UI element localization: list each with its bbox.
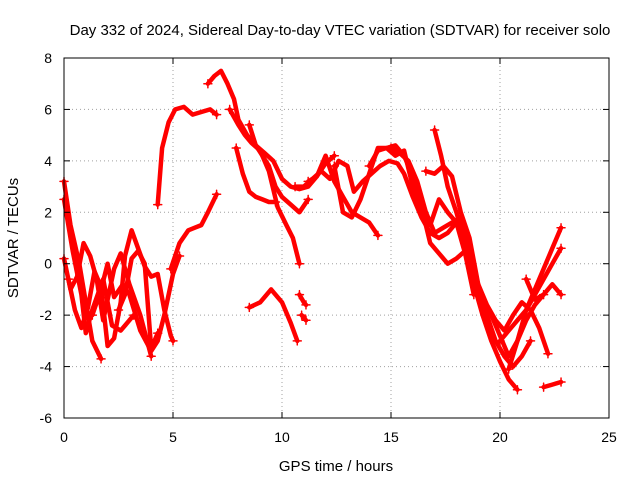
y-tick-label: 6 [44, 101, 52, 117]
plus-marker [543, 348, 553, 359]
plus-marker [303, 194, 313, 205]
series-trace-6 [116, 248, 160, 351]
plus-marker [329, 161, 340, 171]
plus-marker [244, 120, 255, 130]
series-trace-7 [155, 104, 219, 207]
x-tick-label: 0 [60, 429, 68, 445]
plus-marker [211, 109, 222, 120]
grid [64, 58, 609, 418]
plus-marker [301, 300, 311, 310]
series-trace-1 [61, 179, 104, 362]
plus-marker [244, 302, 255, 313]
series-trace-13 [247, 287, 300, 344]
x-axis-title: GPS time / hours [279, 458, 393, 475]
plus-marker [152, 199, 163, 210]
plus-marker [512, 384, 523, 395]
series-trace-12 [247, 122, 311, 215]
plus-marker [556, 222, 566, 233]
plus-marker [211, 189, 222, 200]
series-trace-8 [168, 192, 219, 272]
plus-marker [292, 336, 303, 346]
series-trace-26 [541, 379, 564, 390]
series-trace-21 [423, 163, 533, 369]
chart-title: Day 332 of 2024, Sidereal Day-to-day VTE… [70, 22, 611, 39]
x-tick-label: 20 [492, 429, 508, 445]
y-tick-label: 4 [44, 153, 52, 169]
series-trace-25 [523, 276, 564, 302]
plus-marker [556, 243, 566, 254]
plus-marker [373, 230, 383, 241]
plus-marker [152, 328, 163, 338]
y-axis-title: SDTVAR / TECUs [5, 178, 22, 298]
plus-marker [63, 274, 74, 284]
series-trace-19 [366, 143, 520, 392]
series-trace-24 [497, 246, 564, 344]
series-trace-5 [90, 253, 182, 354]
series-trace-4 [66, 228, 176, 349]
series-trace-14 [297, 292, 309, 308]
x-tick-label: 10 [274, 429, 290, 445]
plus-marker [364, 161, 374, 171]
x-tick-label: 5 [169, 429, 177, 445]
plus-marker [525, 336, 536, 346]
y-tick-label: 8 [44, 50, 52, 66]
plus-marker [301, 315, 311, 326]
plus-marker [270, 197, 281, 207]
plus-marker [421, 166, 431, 176]
plus-marker [203, 78, 213, 89]
y-tick-label: 2 [44, 204, 52, 220]
y-tick-label: -4 [40, 359, 53, 375]
y-tick-label: -2 [40, 307, 53, 323]
plus-marker [296, 310, 307, 320]
plus-marker [556, 289, 566, 300]
plus-marker [329, 150, 340, 161]
plus-marker [87, 310, 98, 320]
series-trace-16 [292, 158, 477, 297]
series-trace-22 [432, 127, 546, 359]
series-trace-9 [205, 68, 337, 192]
plus-marker [166, 264, 176, 274]
series-trace-17 [305, 153, 381, 238]
plus-marker [231, 143, 241, 153]
y-tick-label: -6 [40, 410, 53, 426]
plus-marker [538, 382, 549, 392]
axis-ticks: 0 5 10 15 20 25 -6 -4 -2 0 2 4 6 8 [40, 50, 617, 445]
plus-marker [386, 143, 396, 153]
plus-marker [168, 336, 178, 346]
plus-marker [556, 377, 566, 387]
x-tick-label: 25 [601, 429, 617, 445]
series-trace-11 [233, 145, 278, 205]
plus-marker [290, 181, 300, 192]
plus-marker [303, 176, 313, 187]
plus-marker [521, 274, 531, 284]
plus-marker [429, 125, 440, 135]
plot-border [63, 57, 610, 419]
series-trace-23 [506, 225, 564, 372]
plus-marker [113, 305, 124, 315]
plus-marker [224, 104, 235, 115]
x-tick-label: 15 [383, 429, 399, 445]
plus-marker [294, 258, 305, 269]
plus-marker [96, 354, 106, 364]
plus-marker [495, 336, 505, 346]
plus-marker [294, 289, 305, 300]
plus-marker [146, 351, 156, 362]
series-layer [59, 68, 566, 395]
y-tick-label: 0 [44, 256, 52, 272]
plus-marker [503, 364, 514, 374]
